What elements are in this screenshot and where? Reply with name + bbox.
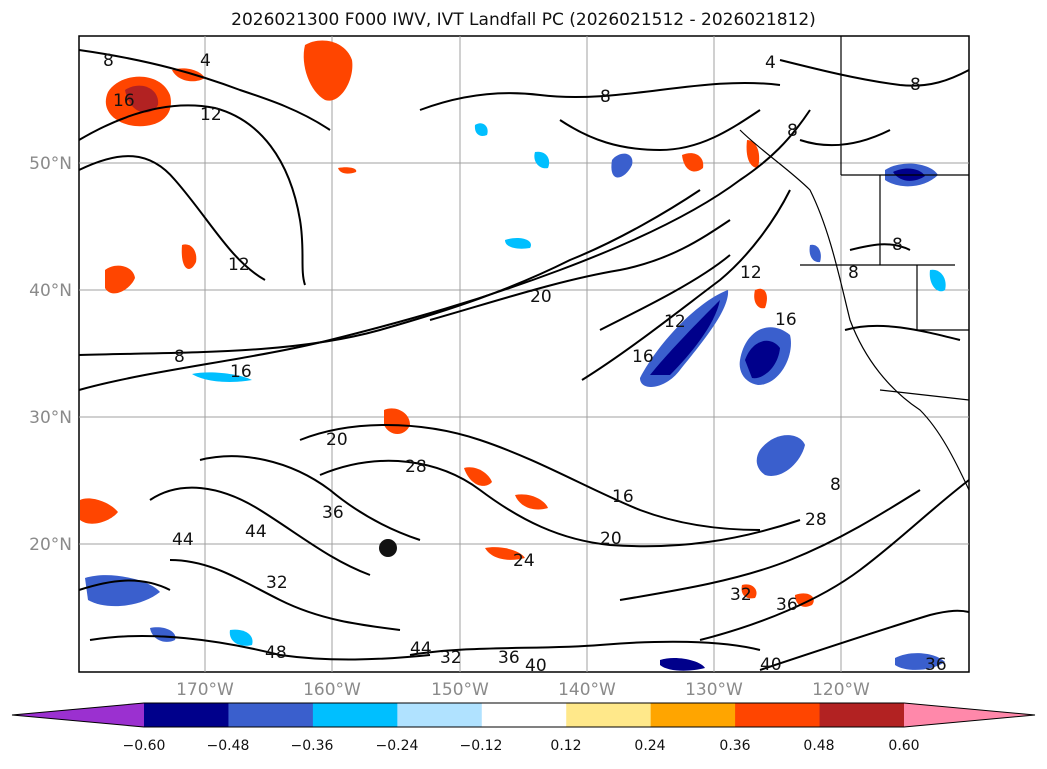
coastline xyxy=(739,36,970,491)
colorbar-segment xyxy=(481,703,567,727)
contour-label: 36 xyxy=(776,595,798,615)
contour-label: 16 xyxy=(113,91,135,111)
lon-label: 130°W xyxy=(685,680,743,700)
map-title: 2026021300 F000 IWV, IVT Landfall PC (20… xyxy=(231,10,816,30)
contour-label: 44 xyxy=(172,530,194,550)
contour-label: 16 xyxy=(612,487,634,507)
contour-label: 36 xyxy=(498,648,520,668)
lon-label: 170°W xyxy=(176,680,234,700)
contour-label: 8 xyxy=(848,263,859,283)
colorbar-segment xyxy=(735,703,821,727)
colorbar-tick: 0.60 xyxy=(888,738,919,754)
lon-label: 160°W xyxy=(303,680,361,700)
colorbar-segment xyxy=(819,703,905,727)
contour-label: 8 xyxy=(103,51,114,71)
colorbar-tick: 0.48 xyxy=(803,738,834,754)
colorbar-tick: −0.48 xyxy=(207,738,250,754)
contour-label: 32 xyxy=(266,573,288,593)
contour-label: 8 xyxy=(830,475,841,495)
contour-label: 8 xyxy=(787,121,798,141)
contour-label: 8 xyxy=(892,235,903,255)
colorbar-tick: −0.12 xyxy=(460,738,503,754)
contour-label: 20 xyxy=(326,430,348,450)
contour-label: 12 xyxy=(740,263,762,283)
closed-contour xyxy=(379,539,397,557)
contour-label: 4 xyxy=(200,51,211,71)
contour-label: 40 xyxy=(760,655,782,675)
contour-label: 12 xyxy=(228,255,250,275)
lat-label: 30°N xyxy=(29,408,72,428)
colorbar-tick: −0.60 xyxy=(123,738,166,754)
colorbar-segment xyxy=(312,703,398,727)
colorbar-tick: 0.36 xyxy=(719,738,750,754)
contour-label: 48 xyxy=(265,643,287,663)
contour-label: 44 xyxy=(410,639,432,659)
contour-label: 20 xyxy=(600,529,622,549)
latitude-labels: 50°N 40°N 30°N 20°N xyxy=(29,154,72,555)
colorbar-labels: −0.60 −0.48 −0.36 −0.24 −0.12 0.12 0.24 … xyxy=(123,738,920,754)
colorbar-tick: 0.24 xyxy=(634,738,665,754)
contour-label: 36 xyxy=(925,655,947,675)
contour-label: 8 xyxy=(910,75,921,95)
shaded-anomalies xyxy=(80,40,946,671)
colorbar xyxy=(11,702,1036,728)
colorbar-segment xyxy=(228,703,314,727)
contour-label: 44 xyxy=(245,522,267,542)
contour-label: 24 xyxy=(513,551,535,571)
colorbar-tick: −0.36 xyxy=(291,738,334,754)
contour-label: 32 xyxy=(440,648,462,668)
contour-label: 12 xyxy=(664,312,686,332)
colorbar-segment xyxy=(650,703,736,727)
colorbar-extend-min xyxy=(12,703,144,727)
colorbar-segment xyxy=(144,703,229,727)
contour-label: 28 xyxy=(805,510,827,530)
map-frame xyxy=(78,35,970,673)
longitude-labels: 170°W 160°W 150°W 140°W 130°W 120°W xyxy=(176,680,870,700)
contour-label: 16 xyxy=(775,310,797,330)
contour-label: 8 xyxy=(174,347,185,367)
lon-label: 120°W xyxy=(812,680,870,700)
lat-label: 50°N xyxy=(29,154,72,174)
contour-label: 12 xyxy=(200,105,222,125)
colorbar-segment xyxy=(397,703,483,727)
lon-label: 140°W xyxy=(558,680,616,700)
lat-label: 40°N xyxy=(29,281,72,301)
colorbar-tick: 0.12 xyxy=(550,738,581,754)
contour-label: 4 xyxy=(765,53,776,73)
colorbar-outline xyxy=(11,702,1036,728)
colorbar-tick: −0.24 xyxy=(376,738,419,754)
contour-label: 36 xyxy=(322,503,344,523)
contour-label: 16 xyxy=(230,362,252,382)
contour-label: 32 xyxy=(730,585,752,605)
contour-label: 20 xyxy=(530,287,552,307)
colorbar-segment xyxy=(566,703,652,727)
graticule xyxy=(79,36,969,672)
iwv-contours xyxy=(78,49,970,671)
lat-label: 20°N xyxy=(29,535,72,555)
colorbar-extend-max xyxy=(904,703,1035,727)
contour-labels: 8 4 16 12 8 8 12 20 12 16 16 8 16 20 28 … xyxy=(103,51,947,676)
lon-label: 150°W xyxy=(431,680,489,700)
contour-label: 8 xyxy=(600,87,611,107)
contour-label: 40 xyxy=(525,656,547,676)
contour-label: 16 xyxy=(632,347,654,367)
contour-label: 28 xyxy=(405,457,427,477)
